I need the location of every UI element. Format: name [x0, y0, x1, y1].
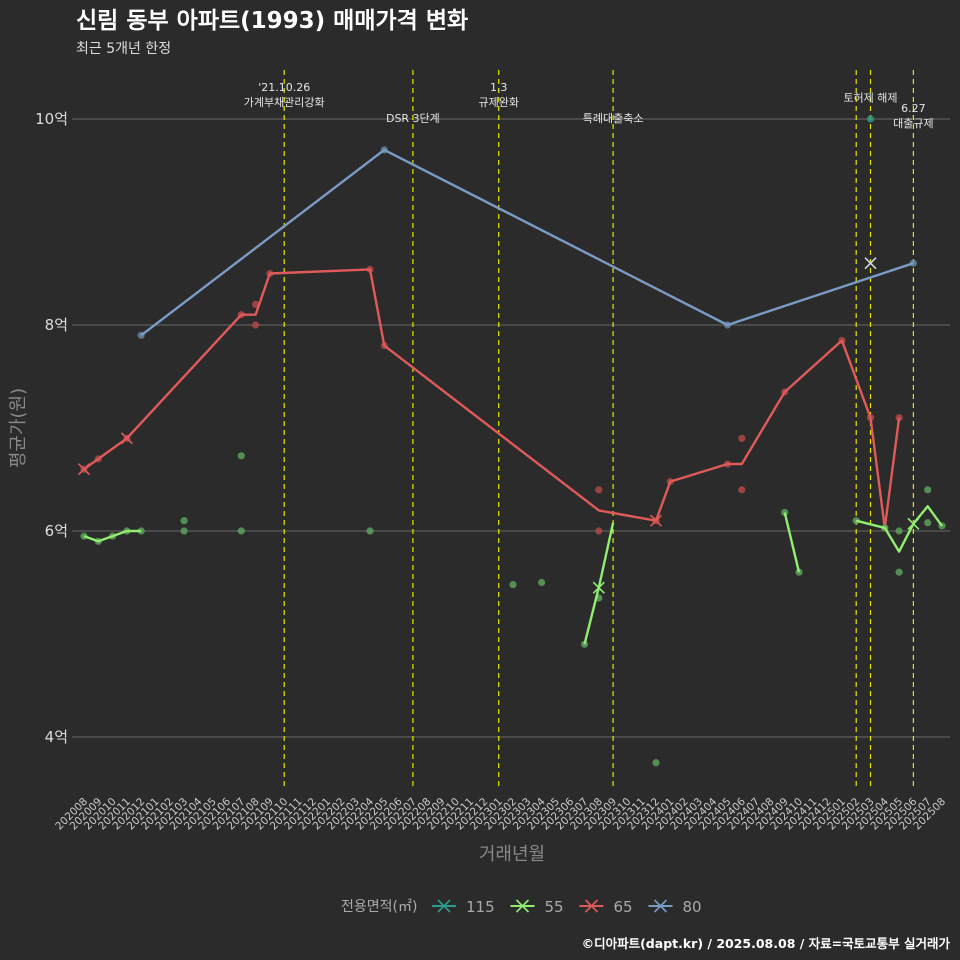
event-label-line: 6.27 — [901, 102, 926, 115]
y-tick-label: 10억 — [35, 110, 68, 128]
x-mark-65 — [649, 514, 663, 527]
point-65 — [738, 434, 746, 442]
source-caption: ©디아파트(dapt.kr) / 2025.08.08 / 자료=국토교통부 실… — [582, 936, 951, 951]
legend-swatch-x — [584, 899, 599, 913]
series-line-55 — [83, 529, 142, 543]
event-label-line: 규제완화 — [478, 96, 518, 109]
point-55 — [538, 578, 546, 587]
point-65 — [252, 321, 260, 329]
point-55 — [509, 580, 517, 589]
point-55 — [180, 527, 188, 535]
event-label-line: 토허제 해제 — [843, 90, 897, 104]
y-axis-ticks: 4억 6억 8억 10억 — [35, 110, 68, 746]
y-tick-label: 4억 — [45, 728, 68, 746]
event-label: 1.3 규제완화 — [478, 81, 518, 109]
point-55 — [366, 527, 374, 535]
x-mark-65 — [77, 463, 91, 476]
point-55 — [652, 759, 660, 767]
series-line-55 — [783, 512, 801, 573]
event-label: DSR 3단계 — [386, 112, 440, 125]
legend-item-80: 80 — [683, 898, 702, 916]
point-65 — [738, 486, 746, 494]
point-55 — [924, 519, 932, 527]
legend-swatch-x — [515, 899, 530, 913]
event-label-line: 가계부채관리강화 — [244, 96, 325, 109]
series-layer — [77, 115, 946, 767]
event-label: '21.10.26 가계부채관리강화 — [244, 81, 325, 109]
x-mark-55 — [907, 517, 920, 530]
point-55 — [237, 452, 245, 460]
event-label-line: 대출규제 — [893, 117, 933, 130]
point-55 — [895, 527, 903, 535]
x-axis-title: 거래년월 — [479, 844, 545, 865]
y-axis-title: 평균가(원) — [8, 388, 29, 468]
point-65 — [595, 486, 603, 494]
legend: 전용면적(㎡) 115 55 65 80 — [341, 898, 702, 916]
point-55 — [781, 508, 789, 517]
point-55 — [180, 517, 188, 525]
point-55 — [795, 568, 803, 576]
legend-item-115: 115 — [466, 898, 495, 916]
chart-subtitle: 최근 5개년 한정 — [76, 41, 171, 57]
x-mark-65 — [120, 432, 133, 445]
series-line-55 — [855, 505, 943, 553]
chart-title: 신림 동부 아파트(1993) 매매가격 변화 — [76, 8, 468, 34]
point-55 — [895, 568, 903, 576]
y-tick-label: 8억 — [45, 316, 68, 334]
legend-swatch-x — [653, 899, 668, 913]
legend-swatch-x — [437, 899, 451, 913]
event-label-line: '21.10.26 — [258, 81, 310, 94]
series-line-65 — [83, 268, 901, 530]
x-mark-55 — [592, 581, 605, 594]
legend-title: 전용면적(㎡) — [341, 899, 417, 915]
event-label-line: 1.3 — [490, 81, 508, 94]
event-label: 6.27 대출규제 — [893, 102, 933, 130]
legend-item-65: 65 — [614, 898, 633, 916]
y-tick-label: 6억 — [45, 522, 68, 540]
series-line-80 — [140, 148, 914, 337]
point-55 — [924, 486, 932, 494]
event-label: 특례대출축소 — [583, 112, 644, 125]
event-label-line: 특례대출축소 — [583, 112, 644, 125]
event-label-line: DSR 3단계 — [386, 112, 440, 125]
x-mark-80 — [864, 257, 877, 270]
point-55 — [237, 527, 245, 535]
point-65 — [595, 527, 603, 535]
event-label: 토허제 해제 — [843, 90, 897, 104]
grid-lines — [72, 118, 950, 738]
point-115 — [866, 115, 875, 123]
legend-item-55: 55 — [545, 898, 564, 916]
point-55 — [580, 640, 589, 648]
